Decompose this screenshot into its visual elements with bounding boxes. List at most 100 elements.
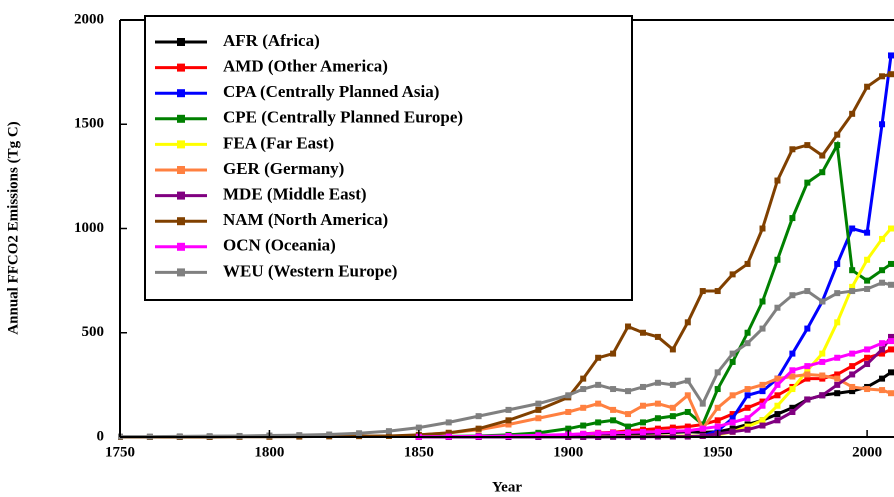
- point-marker: [639, 402, 646, 409]
- y-axis-label: Annual FFCO2 Emissions (Tg C): [5, 121, 21, 334]
- point-marker: [610, 350, 617, 357]
- point-marker: [789, 146, 796, 153]
- point-marker: [714, 423, 721, 430]
- point-marker: [669, 381, 676, 388]
- point-marker: [804, 396, 811, 403]
- point-marker: [789, 386, 796, 393]
- point-marker: [684, 408, 691, 415]
- point-marker: [639, 329, 646, 336]
- legend-label: NAM (North America): [223, 210, 388, 229]
- point-marker: [714, 386, 721, 393]
- point-marker: [759, 381, 766, 388]
- point-marker: [639, 428, 646, 435]
- point-marker: [849, 350, 856, 357]
- point-marker: [834, 371, 841, 378]
- point-marker: [774, 381, 781, 388]
- legend-marker: [177, 63, 185, 72]
- point-marker: [819, 350, 826, 357]
- point-marker: [804, 367, 811, 374]
- point-marker: [888, 390, 894, 397]
- point-marker: [610, 386, 617, 393]
- point-marker: [834, 290, 841, 297]
- point-marker: [669, 346, 676, 353]
- point-marker: [595, 419, 602, 426]
- point-marker: [834, 131, 841, 138]
- legend-marker: [177, 140, 185, 149]
- point-marker: [834, 319, 841, 326]
- point-marker: [684, 427, 691, 434]
- point-marker: [759, 398, 766, 405]
- legend-marker: [177, 191, 185, 200]
- point-marker: [744, 404, 751, 411]
- point-marker: [699, 425, 706, 432]
- point-marker: [625, 323, 632, 330]
- point-marker: [804, 375, 811, 382]
- point-marker: [819, 152, 826, 159]
- point-marker: [654, 415, 661, 422]
- point-marker: [864, 256, 871, 263]
- point-marker: [879, 121, 886, 128]
- point-marker: [385, 432, 392, 439]
- point-marker: [879, 267, 886, 274]
- point-marker: [888, 333, 894, 340]
- point-marker: [864, 83, 871, 90]
- point-marker: [879, 235, 886, 242]
- point-marker: [565, 392, 572, 399]
- point-marker: [699, 432, 706, 439]
- point-marker: [669, 424, 676, 431]
- point-marker: [849, 371, 856, 378]
- legend-label: FEA (Far East): [223, 133, 334, 152]
- point-marker: [804, 288, 811, 295]
- point-marker: [684, 423, 691, 430]
- point-marker: [744, 260, 751, 267]
- point-marker: [804, 142, 811, 149]
- point-marker: [888, 260, 894, 267]
- point-marker: [505, 432, 512, 439]
- point-marker: [774, 417, 781, 424]
- point-marker: [669, 404, 676, 411]
- point-marker: [729, 392, 736, 399]
- point-marker: [535, 400, 542, 407]
- point-marker: [888, 369, 894, 376]
- point-marker: [625, 423, 632, 430]
- point-marker: [819, 372, 826, 379]
- point-marker: [684, 377, 691, 384]
- point-marker: [849, 267, 856, 274]
- point-marker: [864, 346, 871, 353]
- point-marker: [834, 142, 841, 149]
- x-tick-label: 1950: [703, 444, 733, 460]
- point-marker: [834, 354, 841, 361]
- y-tick-label: 500: [82, 324, 105, 340]
- point-marker: [759, 225, 766, 232]
- point-marker: [744, 329, 751, 336]
- point-marker: [774, 411, 781, 418]
- point-marker: [879, 350, 886, 357]
- point-marker: [296, 432, 303, 439]
- point-marker: [834, 260, 841, 267]
- point-marker: [699, 288, 706, 295]
- point-marker: [744, 340, 751, 347]
- point-marker: [879, 387, 886, 394]
- point-marker: [445, 429, 452, 436]
- point-marker: [849, 363, 856, 370]
- point-marker: [580, 422, 587, 429]
- point-marker: [729, 415, 736, 422]
- legend-marker: [177, 242, 185, 251]
- legend-label: AMD (Other America): [223, 57, 388, 76]
- point-marker: [625, 429, 632, 436]
- point-marker: [699, 421, 706, 428]
- point-marker: [580, 386, 587, 393]
- point-marker: [595, 381, 602, 388]
- point-marker: [789, 350, 796, 357]
- point-marker: [789, 292, 796, 299]
- point-marker: [505, 421, 512, 428]
- x-tick-label: 1750: [105, 444, 135, 460]
- point-marker: [789, 408, 796, 415]
- point-marker: [744, 386, 751, 393]
- point-marker: [744, 426, 751, 433]
- point-marker: [774, 392, 781, 399]
- x-tick-label: 1900: [553, 444, 583, 460]
- point-marker: [804, 325, 811, 332]
- point-marker: [759, 298, 766, 305]
